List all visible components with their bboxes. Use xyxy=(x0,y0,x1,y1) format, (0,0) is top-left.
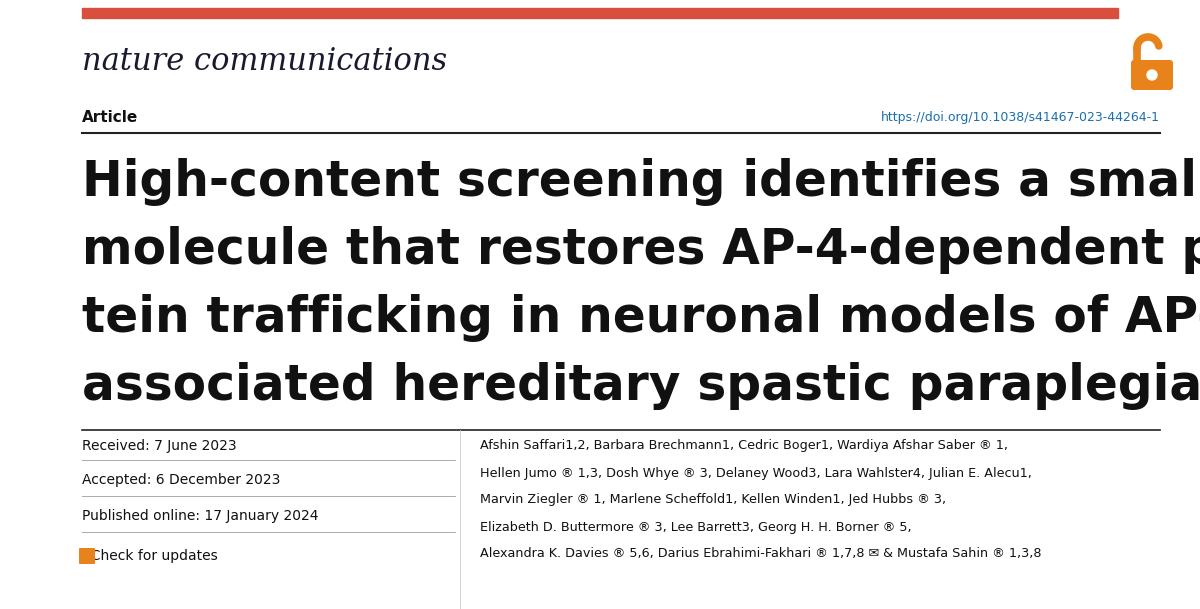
Text: Alexandra K. Davies ® 5,6, Darius Ebrahimi-Fakhari ® 1,7,8 ✉ & Mustafa Sahin ® 1: Alexandra K. Davies ® 5,6, Darius Ebrahi… xyxy=(480,547,1042,560)
Circle shape xyxy=(1147,70,1157,80)
FancyBboxPatch shape xyxy=(1132,60,1174,90)
Text: Marvin Ziegler ® 1, Marlene Scheffold1, Kellen Winden1, Jed Hubbs ® 3,: Marvin Ziegler ® 1, Marlene Scheffold1, … xyxy=(480,493,946,507)
Text: https://doi.org/10.1038/s41467-023-44264-1: https://doi.org/10.1038/s41467-023-44264… xyxy=(881,111,1160,124)
Text: Hellen Jumo ® 1,3, Dosh Whye ® 3, Delaney Wood3, Lara Wahlster4, Julian E. Alecu: Hellen Jumo ® 1,3, Dosh Whye ® 3, Delane… xyxy=(480,466,1032,479)
Text: Published online: 17 January 2024: Published online: 17 January 2024 xyxy=(82,509,318,523)
FancyBboxPatch shape xyxy=(79,548,95,564)
Text: Accepted: 6 December 2023: Accepted: 6 December 2023 xyxy=(82,473,281,487)
Text: Afshin Saffari1,2, Barbara Brechmann1, Cedric Boger1, Wardiya Afshar Saber ® 1,: Afshin Saffari1,2, Barbara Brechmann1, C… xyxy=(480,440,1008,452)
Bar xyxy=(82,8,1118,18)
Text: molecule that restores AP-4-dependent pro-: molecule that restores AP-4-dependent pr… xyxy=(82,226,1200,274)
Text: Received: 7 June 2023: Received: 7 June 2023 xyxy=(82,439,236,453)
Text: Elizabeth D. Buttermore ® 3, Lee Barrett3, Georg H. H. Borner ® 5,: Elizabeth D. Buttermore ® 3, Lee Barrett… xyxy=(480,521,912,533)
Text: High-content screening identifies a small: High-content screening identifies a smal… xyxy=(82,158,1200,206)
Text: Article: Article xyxy=(82,110,138,125)
Text: tein trafficking in neuronal models of AP-4-: tein trafficking in neuronal models of A… xyxy=(82,294,1200,342)
Text: associated hereditary spastic paraplegia: associated hereditary spastic paraplegia xyxy=(82,362,1200,410)
Text: Check for updates: Check for updates xyxy=(82,549,217,563)
Text: nature communications: nature communications xyxy=(82,46,448,77)
